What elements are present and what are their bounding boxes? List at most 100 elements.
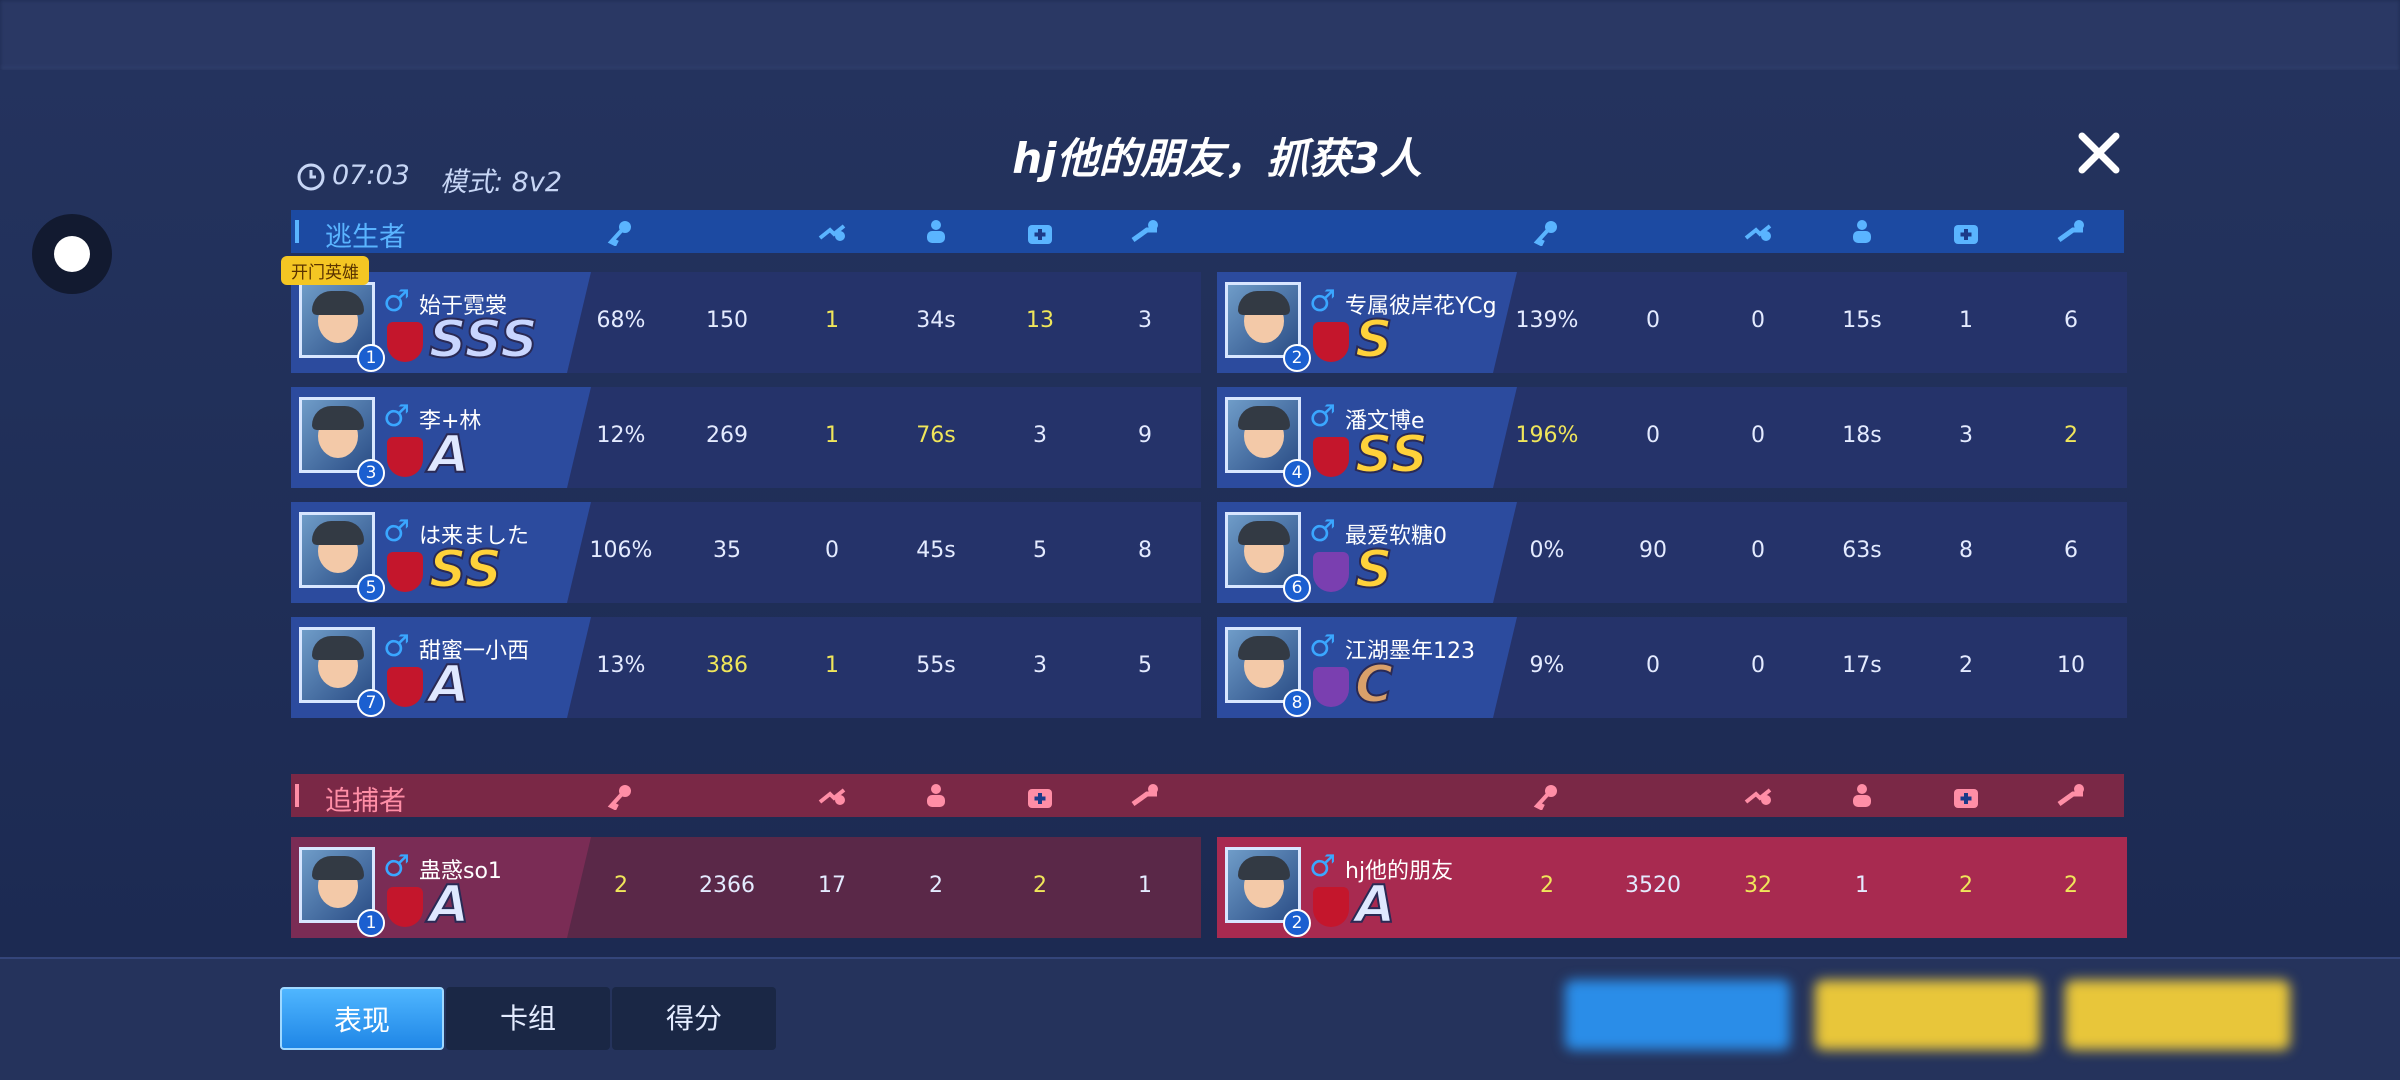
avatar-hair [312,521,364,545]
blurred-button[interactable] [1565,980,1790,1050]
column-icon [927,220,945,243]
player-row: 2 ♂ 专属彼岸花YCg S 139% 0 0 15s 1 6 [1217,272,2127,373]
float-button[interactable] [32,214,112,294]
player-row: 4 ♂ 潘文博e SS 196% 0 0 18s 3 2 [1217,387,2127,488]
column-icon [927,784,945,807]
stat-value: 17 [818,873,846,898]
column-icon [1954,225,1978,244]
column-icon [1131,784,1158,807]
player-row: 7 ♂ 甜蜜一小西 A 13% 386 1 55s 3 5 [291,617,1201,718]
column-icon [1639,782,1667,810]
player-number: 1 [357,909,385,937]
player-number: 4 [1283,459,1311,487]
column-icon [818,224,846,241]
avatar-hair [312,291,364,315]
avatar [299,627,375,703]
stat-value: 150 [706,308,748,333]
rank: S [1354,309,1393,371]
stat-value: 13% [596,653,646,678]
stat-value: 269 [706,423,748,448]
faction-icon [1313,322,1349,362]
stat-value: 0 [825,538,839,563]
gender-icon: ♂ [1309,399,1336,434]
rank: A [1354,874,1396,936]
stat-value: 0 [1751,308,1765,333]
stat-value: 0% [1529,538,1565,563]
rank: C [1354,654,1394,716]
stat-value: 5 [1033,538,1047,563]
player-number: 2 [1283,909,1311,937]
avatar-hair [1238,636,1290,660]
stat-value: 2 [1959,873,1973,898]
avatar-hair [312,406,364,430]
stat-value: 10 [2057,653,2085,678]
tab[interactable]: 表现 [280,987,444,1050]
column-icon [2057,220,2084,243]
stat-value: 76s [916,423,956,448]
hero-badge: 开门英雄 [281,256,369,285]
player-number: 5 [357,574,385,602]
stat-value: 139% [1515,308,1579,333]
column-icon [1954,789,1978,808]
faction-icon [1313,552,1349,592]
match-mode: 模式: 8v2 [440,167,563,198]
stat-value: 32 [1744,873,1772,898]
stat-value: 3 [1033,423,1047,448]
column-icon [1028,789,1052,808]
player-number: 2 [1283,344,1311,372]
player-number: 7 [357,689,385,717]
section-tick [295,220,299,243]
player-row: 1 ♂ 蛊惑so1 A 2 2366 17 2 2 1 [291,837,1201,938]
stat-value: 2 [929,873,943,898]
match-title: hj他的朋友，抓获3人 [1012,134,1422,183]
player-name: 最爱软糖0 [1345,524,1447,549]
player-row: 8 ♂ 江湖墨年123 C 9% 0 0 17s 2 10 [1217,617,2127,718]
stat-value: 9 [1138,423,1152,448]
avatar [299,847,375,923]
stat-value: 3 [1033,653,1047,678]
column-icon [607,785,631,810]
stat-value: 12% [596,423,646,448]
blurred-button[interactable] [1815,980,2040,1050]
top-bar [0,0,2400,70]
stat-value: 2366 [699,873,755,898]
faction-icon [1313,437,1349,477]
close-button[interactable] [2078,132,2120,174]
stat-value: 0 [1751,538,1765,563]
player-name: は来ました [419,524,530,549]
player-name: 潘文博e [1345,409,1425,434]
clock-icon [297,163,325,191]
gender-icon: ♂ [383,284,410,319]
stat-value: 1 [1959,308,1973,333]
tab[interactable]: 得分 [612,987,776,1050]
gender-icon: ♂ [1309,629,1336,664]
stat-value: 2 [2064,423,2078,448]
stat-value: 3 [1959,423,1973,448]
stat-value: 8 [1138,538,1152,563]
stat-value: 3 [1138,308,1152,333]
stat-value: 13 [1026,308,1054,333]
stat-value: 17s [1842,653,1882,678]
column-icon [1028,225,1052,244]
column-icon [1744,788,1772,805]
player-name: 江湖墨年123 [1345,639,1475,664]
stat-value: 1 [825,653,839,678]
stat-value: 34s [916,308,956,333]
stat-value: 2 [614,873,628,898]
stat-value: 3520 [1625,873,1681,898]
faction-icon [387,887,423,927]
player-name: hj他的朋友 [1345,859,1454,884]
player-name: 专属彼岸花YCg [1345,294,1497,319]
stat-value: 1 [1138,873,1152,898]
avatar-hair [312,636,364,660]
column-icon [1533,785,1557,810]
blurred-button[interactable] [2065,980,2290,1050]
stat-value: 386 [706,653,748,678]
faction-icon [387,322,423,362]
gender-icon: ♂ [383,399,410,434]
stat-value: 90 [1639,538,1667,563]
player-row: 3 ♂ 李+林 A 12% 269 1 76s 3 9 [291,387,1201,488]
avatar-hair [1238,521,1290,545]
tab[interactable]: 卡组 [446,987,610,1050]
stat-value: 2 [1959,653,1973,678]
